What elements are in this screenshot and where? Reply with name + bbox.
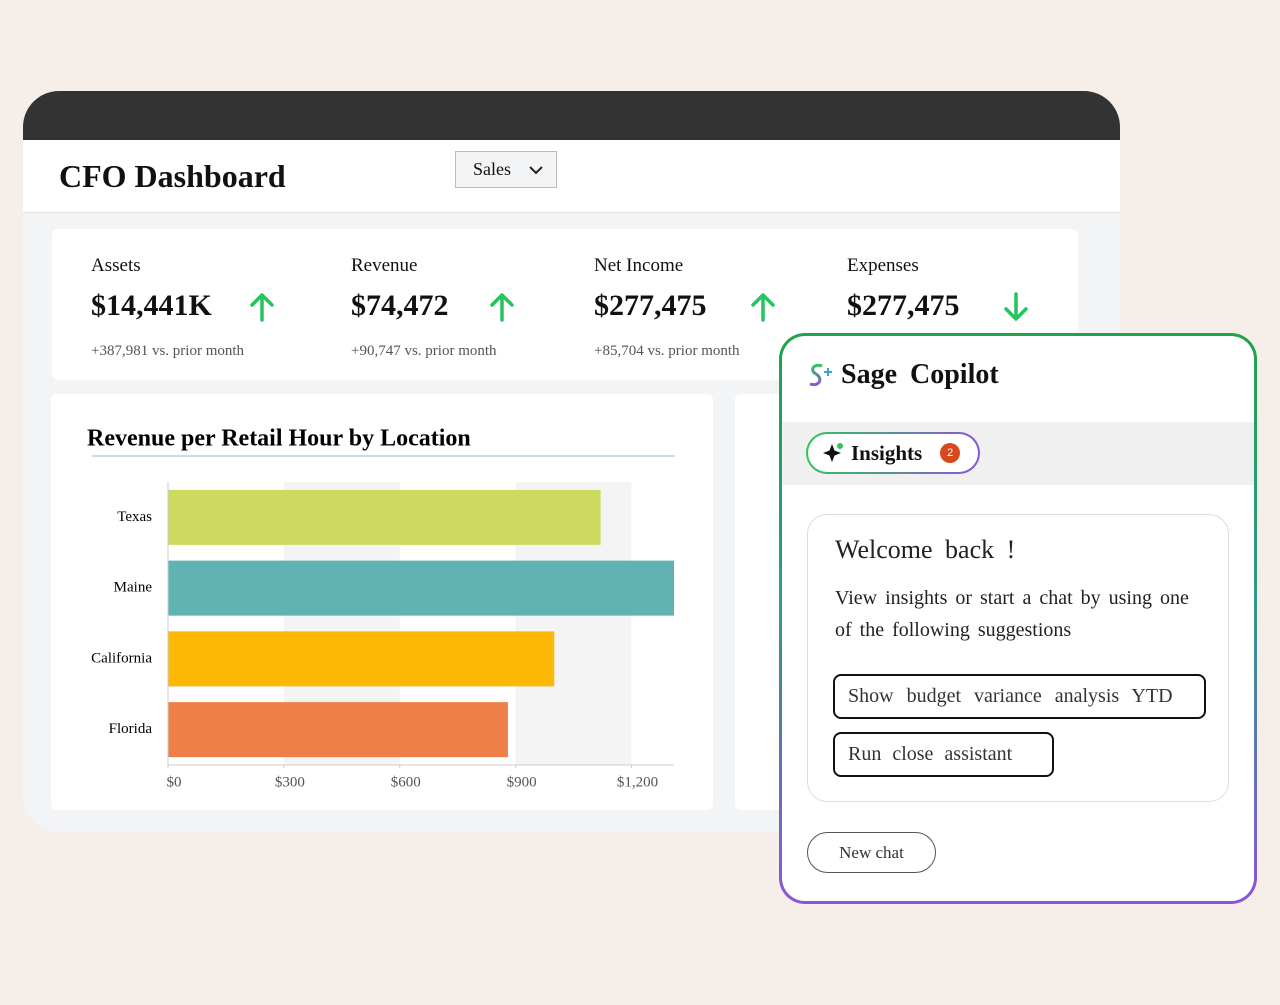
- insights-inner: Insights 2: [808, 434, 978, 472]
- trend-arrow: [1004, 292, 1028, 321]
- x-tick-label: $600: [391, 774, 421, 790]
- kpi-label: Net Income: [594, 255, 684, 276]
- x-tick-label: $0: [167, 774, 182, 790]
- copilot-panel: [779, 333, 1257, 904]
- copilot-title: Sage Copilot: [841, 359, 999, 390]
- dropdown-label: Sales: [473, 159, 511, 179]
- sage-logo: [809, 363, 832, 387]
- x-tick-label: $300: [275, 774, 305, 790]
- chart: Revenue per Retail Hour by Location $0 $3…: [87, 426, 675, 790]
- y-tick-label: California: [91, 650, 152, 666]
- kpi-value: $277,475: [847, 289, 960, 322]
- x-tick-label: $900: [507, 774, 537, 790]
- welcome-text: Welcome back !: [835, 535, 1016, 564]
- y-tick-label: Maine: [114, 580, 153, 596]
- insights-label: Insights: [851, 440, 923, 465]
- kpi-value: $14,441K: [91, 289, 212, 322]
- bar: [168, 702, 508, 758]
- bar: [168, 489, 601, 545]
- suggestion-button[interactable]: Run close assistant: [833, 732, 1054, 777]
- title-bar: [23, 91, 1120, 140]
- sparkle: [823, 443, 843, 462]
- dropdown[interactable]: Sales: [455, 151, 557, 188]
- welcome-message: View insights or start a chat by using o…: [835, 587, 1189, 641]
- kpi-label: Revenue: [351, 255, 418, 276]
- new-chat-button[interactable]: New chat: [807, 832, 936, 873]
- bar: [168, 631, 555, 687]
- chevron: [529, 165, 543, 174]
- arrow-path: [1004, 292, 1028, 321]
- header: [23, 140, 1120, 213]
- badge: 2: [940, 443, 961, 463]
- arrow-path: [250, 293, 274, 322]
- arrow-path: [490, 293, 514, 322]
- kpi-value: $74,472: [351, 289, 449, 322]
- trend-arrow: [250, 293, 274, 322]
- y-tick-label: Texas: [117, 509, 152, 525]
- kpi-label: Assets: [91, 255, 141, 276]
- y-tick-label: Florida: [109, 721, 153, 737]
- kpi-label: Expenses: [847, 255, 919, 276]
- chart-title: Revenue per Retail Hour by Location: [87, 426, 471, 452]
- insights-tab[interactable]: Insights 2: [806, 432, 980, 474]
- kpi-value: $277,475: [594, 289, 707, 322]
- welcome-card: [807, 514, 1229, 802]
- trend-arrow: [490, 293, 514, 322]
- trend-arrow: [751, 293, 775, 322]
- x-tick-label: $1,200: [617, 774, 658, 790]
- kpi-change: +90,747 vs. prior month: [351, 343, 497, 359]
- kpi-change: +85,704 vs. prior month: [594, 343, 740, 359]
- bar: [168, 560, 674, 616]
- suggestion-button[interactable]: Show budget variance analysis YTD: [833, 674, 1206, 719]
- copilot-inner: [782, 336, 1254, 901]
- chart-card: Revenue per Retail Hour by Location $0 $3…: [51, 394, 713, 810]
- arrow-path: [751, 293, 775, 322]
- dashboard-title: CFO Dashboard: [59, 158, 286, 194]
- kpi-change: +387,981 vs. prior month: [91, 343, 245, 359]
